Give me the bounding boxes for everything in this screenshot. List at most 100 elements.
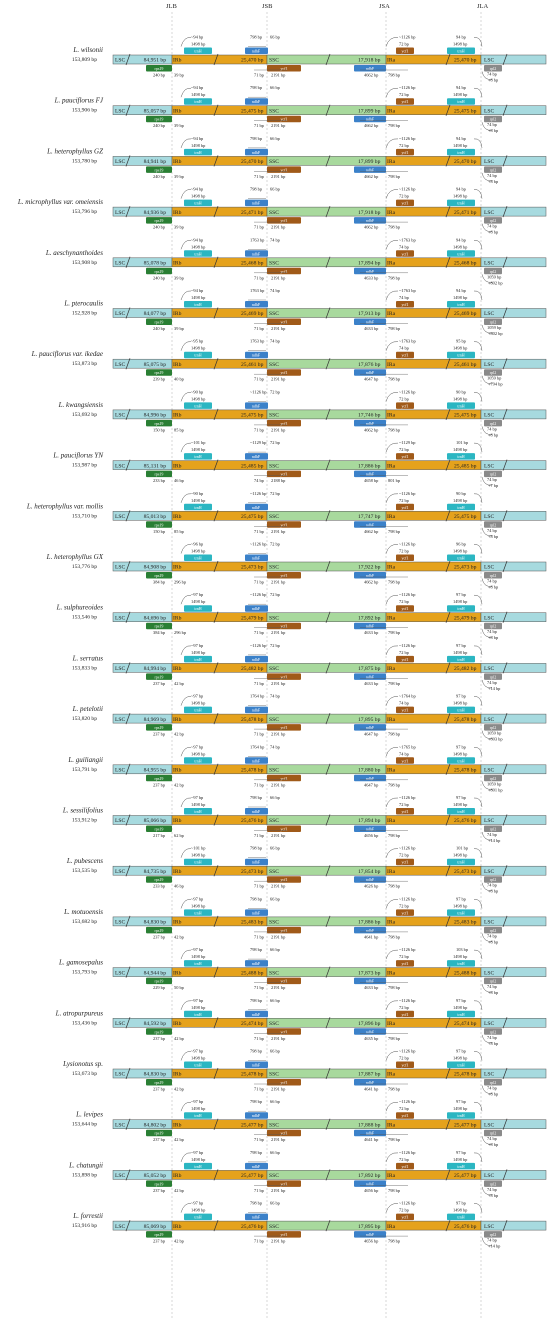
annotation-arc [481, 1085, 493, 1094]
gene-ndhf-label: ndhF [366, 979, 375, 984]
gene-rps19 [146, 724, 172, 731]
lsc-region-right [480, 764, 547, 775]
break-mark [125, 510, 131, 522]
gene-ndhf-label: ndhF [366, 725, 375, 730]
annotation-arc [473, 341, 483, 351]
annotation-top: 1498 bp [453, 701, 468, 706]
annotation-bottom: 74 bp [487, 528, 498, 533]
gene-ycf1-label: ycf1 [280, 522, 287, 527]
ssc-label: SSC [269, 1021, 279, 1027]
lsc-length: 84,955 bp [144, 768, 167, 774]
gene-rpl2-label: rpl2 [490, 776, 496, 781]
annotation-bottom: 71 bp [254, 782, 265, 787]
lsc-length: 84,996 bp [144, 413, 167, 419]
annotation-arc [473, 1203, 483, 1213]
annotation-top: 66 bp [270, 998, 281, 1003]
ira-length: 25,477 bp [454, 1122, 477, 1128]
annotation-bottom: 798 bp [388, 326, 401, 331]
irb-label: IRb [173, 1021, 182, 1027]
ssc-length: 17,892 bp [358, 615, 381, 621]
gene-ycf1-ira [396, 1112, 414, 1119]
annotation-bottom: 2191 bp [271, 732, 286, 737]
lsc-label: LSC [115, 514, 126, 520]
lsc-label: LSC [115, 666, 126, 672]
break-mark [502, 1017, 508, 1029]
gene-rps19-label: rps19 [155, 1131, 164, 1136]
break-mark [125, 1067, 131, 1080]
annotation-arc [473, 1051, 483, 1061]
ira-label: IRa [387, 1021, 396, 1027]
gene-ndhf-label: ndhF [252, 606, 261, 611]
ssc-label: SSC [269, 362, 279, 368]
species-name: L. pubescens [66, 857, 103, 865]
gene-ycf1-label: ycf1 [280, 776, 287, 781]
gene-rpl2 [484, 1079, 502, 1086]
annotation-arc [385, 341, 399, 351]
annotation-top: 1498 bp [191, 853, 206, 858]
annotation-arc [481, 122, 493, 131]
irb-label: IRb [173, 1173, 182, 1179]
annotation-bottom: 42 bp [174, 1137, 185, 1142]
annotation-arc [385, 1051, 399, 1061]
annotation-top: 66 bp [270, 1150, 281, 1155]
lsc-length: 84,592 bp [144, 1021, 167, 1027]
genome-length: 153,908 bp [72, 260, 97, 266]
gene-rpl2-label: rpl2 [490, 472, 496, 477]
gene-ndhf-label: ndhF [252, 454, 261, 459]
annotation-top: ~1126 bp [250, 592, 267, 597]
annotation-bottom: 39 bp [174, 275, 185, 280]
break-mark [445, 358, 451, 370]
gene-ycf1-label: ycf1 [280, 674, 287, 679]
annotation-top: ~1126 bp [399, 542, 416, 547]
annotation-top: ~90 bp [191, 491, 204, 496]
break-mark [502, 611, 508, 623]
annotation-bottom: 237 bp [153, 1087, 166, 1092]
species-name: L. guiliangii [67, 756, 103, 764]
gene-rpl2 [484, 166, 502, 173]
genome-length: 153,916 bp [72, 1223, 97, 1229]
annotation-top: ~1126 bp [399, 643, 416, 648]
annotation-bottom: 74 bp [487, 173, 498, 178]
break-mark [445, 408, 451, 421]
lsc-length: 85,057 bp [144, 108, 167, 114]
annotation-top: 1498 bp [453, 853, 468, 858]
irb-length: 25,468 bp [241, 261, 264, 267]
ssc-length: 17,894 bp [358, 818, 381, 824]
break-mark [325, 763, 331, 775]
lsc-label-right: LSC [484, 463, 495, 469]
break-mark [213, 205, 219, 218]
annotation-bottom: 74 bp [487, 629, 498, 634]
annotation-bottom: 296 bp [174, 580, 187, 585]
gene-rpl2 [484, 470, 502, 478]
break-mark [213, 662, 219, 674]
annotation-bottom: 71 bp [254, 1087, 265, 1092]
species-name: L. pauciflorus FJ [54, 97, 104, 105]
genome-length: 153,780 bp [72, 158, 97, 164]
annotation-top: ~94 bp [191, 35, 204, 40]
species-row: L. pauciflorus YN 153,987 bp LSC 85,131 bp I… [52, 440, 547, 488]
gene-ycf1-ira [396, 98, 414, 105]
gene-ndhf-label: ndhF [366, 776, 375, 781]
break-mark [445, 560, 451, 573]
annotation-bottom: 2191 bp [271, 174, 286, 179]
break-mark [125, 256, 131, 268]
annotation-top: 72 bp [399, 549, 410, 554]
annotation-bottom: +8 bp [488, 230, 499, 235]
annotation-bottom: 74 bp [487, 426, 498, 431]
annotation-arc [473, 290, 483, 301]
gene-trnh-label: trnH [457, 1063, 464, 1068]
annotation-bottom: 4626 bp [364, 884, 379, 889]
gene-ndhf-label: ndhF [252, 505, 261, 510]
ssc-label: SSC [269, 717, 279, 723]
gene-trnh-label: trnH [194, 809, 201, 814]
annotation-top: 72 bp [399, 1005, 410, 1010]
gene-rps19 [146, 825, 172, 832]
break-mark [125, 611, 131, 623]
gene-trnh-ira [447, 402, 475, 409]
irb-length: 25,488 bp [241, 970, 264, 976]
break-mark [445, 1118, 451, 1130]
gene-trnh-irb [184, 1213, 212, 1221]
annotation-top: ~1129 bp [250, 440, 267, 445]
ira-label: IRa [387, 1173, 396, 1179]
lsc-label: LSC [115, 615, 126, 621]
